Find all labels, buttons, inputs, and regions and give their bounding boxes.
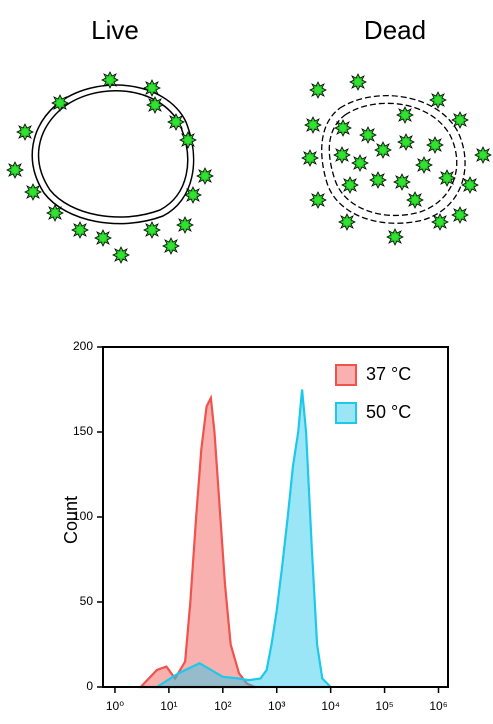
page: {"diagram": {"labels": ["Live", "Dead"]}… (0, 0, 493, 724)
legend-label: 50 °C (366, 402, 411, 422)
y-tick-label: 200 (73, 339, 93, 353)
y-tick-label: 150 (73, 424, 93, 438)
plot: 0 50 100 150 200 10⁰ 10¹ 10² 10³ 10⁴ 10⁵ 10⁶ 37 °C 50… (73, 339, 448, 713)
area (141, 398, 256, 687)
live-label: Live (91, 15, 139, 45)
y-tick-label: 0 (86, 679, 93, 693)
live-dyes (7, 72, 213, 263)
y-tick-label: 50 (80, 594, 94, 608)
x-tick-label: 10⁶ (429, 699, 447, 713)
y-tick-label: 100 (73, 509, 93, 523)
x-tick-label: 10⁵ (375, 699, 393, 713)
legend-swatch (336, 403, 356, 423)
x-tick-label: 10¹ (160, 699, 177, 713)
dead-label: Dead (364, 15, 426, 45)
dead-dyes (302, 74, 491, 245)
legend-swatch (336, 365, 356, 385)
x-tick-label: 10⁰ (106, 699, 124, 713)
area (157, 390, 331, 688)
x-tick-label: 10⁴ (321, 699, 340, 713)
x-tick-label: 10³ (268, 699, 285, 713)
x-tick-label: 10² (214, 699, 231, 713)
figure: Live Dead Count 05010015020010⁰10¹10²10³… (0, 0, 493, 724)
legend-label: 37 °C (366, 364, 411, 384)
